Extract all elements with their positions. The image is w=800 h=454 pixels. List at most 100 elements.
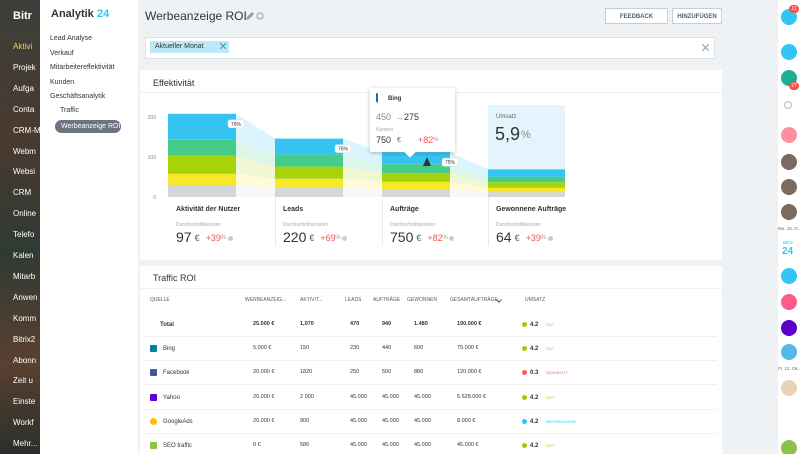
nav-item[interactable]: Verkauf [50, 49, 74, 57]
card-unit: % [442, 235, 448, 241]
conversion-label: 76% [338, 147, 349, 153]
lock-button[interactable] [781, 127, 797, 143]
nav-subitem-active[interactable]: Werbeanzeige ROI [55, 120, 121, 133]
bar-segment [168, 173, 236, 185]
menu-item[interactable]: Abonn [13, 355, 37, 365]
status-button[interactable] [781, 440, 797, 454]
menu-item[interactable]: Conta [13, 104, 35, 114]
header-button[interactable]: HINZUFÜGEN [672, 8, 722, 24]
cell: 20.000 € [253, 417, 275, 424]
card-currency: € [514, 233, 520, 243]
funnel-connector [343, 154, 382, 173]
score: 4.2 [530, 394, 539, 401]
tooltip-change: +82 [418, 135, 434, 145]
column-header[interactable]: GESAMTAUFTRÄGE [450, 297, 498, 303]
card-value: 220 [283, 229, 307, 245]
funnel-connector [450, 189, 488, 197]
source-name: Facebook [163, 370, 190, 377]
card-divider [382, 198, 383, 246]
menu-item[interactable]: CRM [13, 188, 32, 198]
menu-item[interactable]: Aufga [13, 83, 34, 93]
card-unit: % [540, 235, 546, 241]
source-name: GoogleAds [163, 418, 193, 425]
menu-item[interactable]: Aktivi [13, 42, 33, 51]
card-currency: € [416, 233, 422, 243]
cell: 45.000 [414, 393, 431, 400]
menu-item[interactable]: Zeit u [13, 376, 34, 386]
filter-bar[interactable] [145, 37, 715, 59]
avatar[interactable] [781, 204, 797, 220]
menu-item[interactable]: Mitarb [13, 271, 36, 281]
card-title: Aktivität der Nutzer [176, 206, 241, 213]
cell: 70.000 € [457, 345, 479, 352]
cell: 45.000 [382, 442, 399, 448]
filter-clear[interactable] [702, 44, 709, 51]
funnel-connector [343, 178, 382, 189]
notifications-button[interactable] [781, 44, 797, 60]
menu-item[interactable]: Online [13, 209, 37, 219]
menu-item[interactable]: Kalen [13, 251, 34, 260]
cell: 5.628.000 € [457, 393, 487, 400]
date-label: Mo, 15. O... [778, 227, 800, 231]
help-button[interactable] [781, 9, 797, 25]
cell: 8.000 € [457, 417, 476, 424]
cell: 940 [382, 321, 392, 327]
cell: 880 [414, 369, 424, 376]
cell: 230 [350, 345, 360, 352]
right-strip: 11 27 Mo, 15. O... Fr, 12. Ok... Bitrix 24 [778, 0, 800, 454]
row-divider [145, 384, 717, 386]
filter-chip[interactable]: Aktueller Monat [150, 41, 229, 53]
nav-item[interactable]: Kunden [50, 78, 75, 86]
avatar[interactable] [781, 268, 797, 284]
sidebar: Analytik 24 Lead Analyse Verkauf Mitarbeiter… [40, 0, 138, 454]
cell: 900 [300, 417, 310, 424]
source-icon [150, 345, 157, 353]
funnel-connector [450, 164, 488, 183]
menu-item[interactable]: Bitrix2 [13, 334, 36, 344]
card-subtitle: Durchschnittskosten [176, 222, 222, 228]
cell: 1.480 [414, 321, 428, 327]
menu-item[interactable]: Anwen [13, 292, 38, 302]
nav-item[interactable]: Mitarbeitereffektivität [50, 64, 115, 71]
cursor [423, 157, 431, 166]
card-divider [275, 198, 276, 246]
card-currency: € [194, 233, 200, 243]
chip-close[interactable] [220, 43, 226, 49]
menu-item[interactable]: Telefo [13, 230, 35, 240]
nav-subitem[interactable]: Traffic [60, 107, 80, 114]
score-dot [522, 370, 527, 376]
menu-item[interactable]: CRM-M [13, 125, 40, 135]
avatar[interactable] [781, 380, 797, 396]
nav-item[interactable]: Geschäftsanalytik [50, 93, 106, 100]
source-icon [150, 369, 157, 377]
menu-item[interactable]: Webm [13, 146, 36, 156]
cell: 250 [350, 369, 360, 376]
avatar[interactable] [781, 294, 797, 310]
avatar[interactable] [781, 344, 797, 360]
date-label: Fr, 12. Ok... [778, 367, 800, 371]
table-panel [140, 266, 722, 454]
menu-item[interactable]: Workf [13, 418, 34, 428]
bar-segment [168, 185, 236, 197]
nav-item[interactable]: Lead Analyse [50, 35, 93, 42]
avatar[interactable] [781, 154, 797, 170]
search-icon[interactable] [784, 101, 792, 109]
menu-item[interactable]: Einste [13, 397, 36, 407]
bar-segment [168, 155, 236, 174]
menu-item[interactable]: Komm [13, 313, 37, 323]
menu-item[interactable]: Projek [13, 62, 36, 72]
bar-segment [275, 187, 343, 197]
avatar[interactable] [781, 320, 797, 336]
menu-item[interactable]: Mehr... [13, 439, 38, 449]
bar-segment [488, 176, 565, 183]
funnel-connector [236, 185, 275, 197]
column-header: WERBEANZEIG... [245, 297, 287, 303]
card-title: Leads [283, 206, 304, 213]
edit-icons[interactable] [245, 11, 265, 21]
source-name: Bing [163, 346, 176, 353]
avatar[interactable] [781, 179, 797, 195]
cell: 0 € [253, 442, 261, 448]
rating: GUT [546, 443, 555, 448]
menu-item[interactable]: Websi [13, 167, 36, 177]
header-button[interactable]: FEEDBACK [605, 8, 668, 24]
